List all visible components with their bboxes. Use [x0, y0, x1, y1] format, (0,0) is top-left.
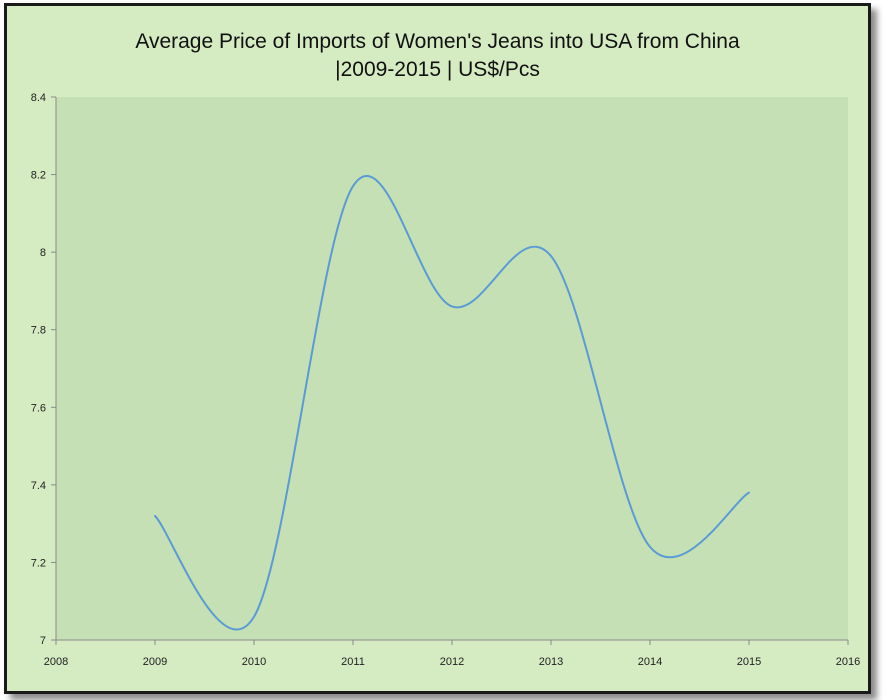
x-axis-ticks: 2008 2009 2010 2011 2012 2013 2014 2015 2016 — [44, 640, 860, 668]
series-group — [154, 175, 750, 631]
y-tick-label: 7.6 — [31, 402, 46, 414]
x-tick-label: 2015 — [737, 656, 761, 668]
y-tick-label: 8.4 — [31, 92, 46, 104]
chart-title-line1: Average Price of Imports of Women's Jean… — [135, 30, 740, 53]
x-tick-label: 2012 — [440, 656, 464, 668]
x-tick-label: 2008 — [44, 656, 68, 668]
plot-area — [56, 97, 848, 640]
x-tick-label: 2013 — [539, 656, 563, 668]
y-tick-label: 7.8 — [31, 325, 46, 337]
chart-title: Average Price of Imports of Women's Jean… — [7, 28, 868, 84]
y-tick-label: 8.2 — [31, 170, 46, 182]
y-tick-label: 8 — [40, 247, 46, 259]
y-tick-label: 7.4 — [31, 480, 46, 492]
series-line — [154, 175, 750, 631]
x-tick-label: 2016 — [836, 656, 860, 668]
x-tick-label: 2011 — [341, 656, 365, 668]
x-tick-label: 2010 — [242, 656, 266, 668]
x-tick-label: 2014 — [638, 656, 662, 668]
y-tick-label: 7 — [40, 635, 46, 647]
chart-title-line2: |2009-2015 | US$/Pcs — [335, 58, 540, 81]
x-tick-label: 2009 — [143, 656, 167, 668]
y-axis-ticks: 7 7.2 7.4 7.6 7.8 8 8.2 8.4 — [31, 92, 56, 647]
y-tick-label: 7.2 — [31, 557, 46, 569]
